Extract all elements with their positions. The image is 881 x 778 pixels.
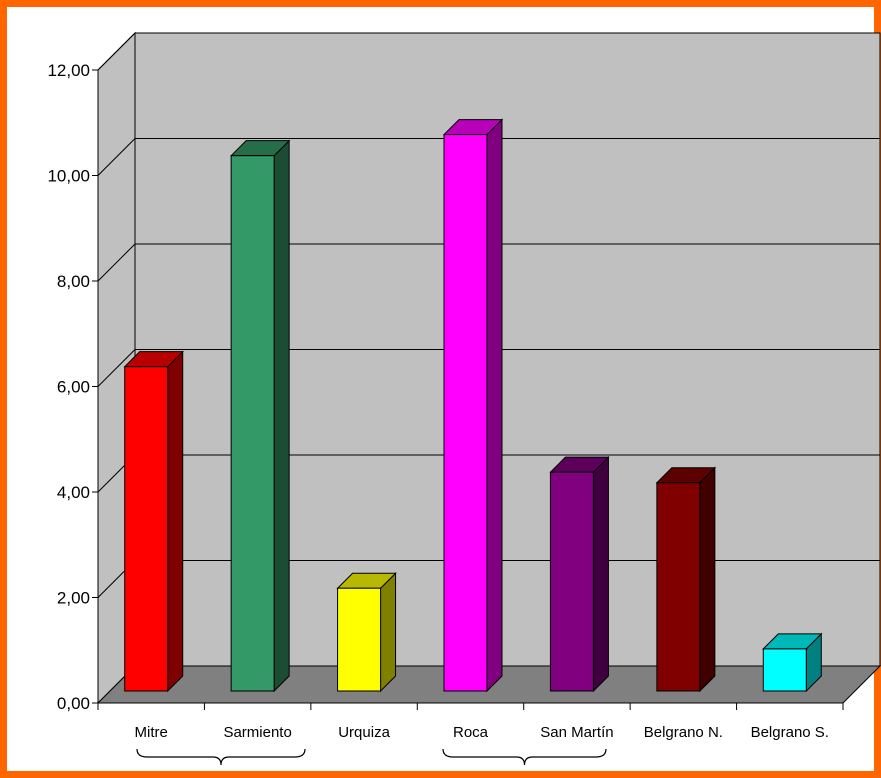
x-category-label: San Martín [540,724,613,741]
category-group-brace [136,748,306,766]
x-category-label: Mitre [135,724,168,741]
bar [762,648,807,692]
bar-side [167,350,184,693]
y-tick-label: 12,00 [47,61,90,80]
y-tick-label: 0,00 [57,694,90,713]
bar-side [699,466,716,693]
x-category-label: Roca [453,724,489,741]
y-tick-label: 6,00 [57,378,90,397]
gridline [97,138,880,176]
y-tick-label: 8,00 [57,272,90,291]
y-tick-label: 10,00 [47,167,90,186]
bar-side [380,572,397,693]
y-tick-label: 2,00 [57,589,90,608]
bar [230,155,275,692]
x-category-label: Sarmiento [223,724,291,741]
y-tick-label: 4,00 [57,483,90,502]
gridline [97,32,880,71]
x-category-label: Belgrano N. [644,724,723,741]
gridline [97,349,880,387]
bar [124,366,169,692]
x-category-label: Belgrano S. [751,724,829,741]
bar [656,482,701,692]
x-category-label: Urquiza [338,724,390,741]
bar [337,587,382,692]
bar-side [486,118,503,693]
gridline [97,243,880,282]
bar [443,134,488,692]
bar-side [273,139,290,693]
category-group-brace [442,748,607,766]
bar [549,471,594,692]
bar-side [592,455,609,693]
